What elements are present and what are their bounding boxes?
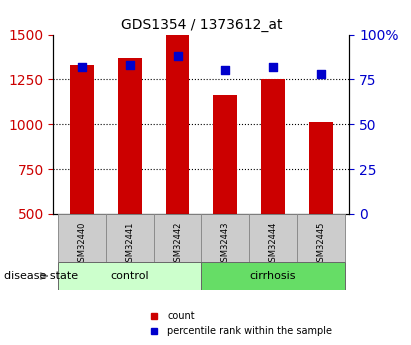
Bar	[309, 122, 332, 214]
FancyBboxPatch shape	[58, 262, 201, 290]
FancyBboxPatch shape	[58, 214, 106, 262]
Bar	[261, 169, 285, 304]
Text: cirrhosis: cirrhosis	[250, 271, 296, 281]
FancyBboxPatch shape	[249, 214, 297, 262]
Bar	[70, 155, 94, 304]
Bar	[213, 185, 237, 304]
Bar	[261, 79, 285, 214]
Point	[174, 53, 181, 59]
Bar	[118, 148, 142, 304]
Text: GSM32443: GSM32443	[221, 221, 230, 267]
FancyBboxPatch shape	[154, 214, 201, 262]
Legend: count, percentile rank within the sample: count, percentile rank within the sample	[141, 307, 336, 340]
Point	[79, 64, 85, 70]
Text: GSM32441: GSM32441	[125, 221, 134, 267]
Text: disease state: disease state	[4, 271, 78, 281]
FancyBboxPatch shape	[201, 214, 249, 262]
Text: GSM32445: GSM32445	[316, 221, 325, 267]
Point	[127, 62, 133, 68]
Text: control: control	[111, 271, 149, 281]
Text: GSM32442: GSM32442	[173, 221, 182, 267]
Bar	[213, 96, 237, 214]
Title: GDS1354 / 1373612_at: GDS1354 / 1373612_at	[121, 18, 282, 32]
Bar	[166, 56, 189, 304]
FancyBboxPatch shape	[297, 214, 344, 262]
Point	[222, 68, 229, 73]
Bar	[166, 0, 189, 214]
Text: GSM32440: GSM32440	[78, 221, 87, 267]
Point	[317, 71, 324, 77]
FancyBboxPatch shape	[106, 214, 154, 262]
Bar	[70, 65, 94, 214]
FancyBboxPatch shape	[201, 262, 344, 290]
Bar	[309, 212, 332, 304]
Bar	[118, 58, 142, 214]
Text: GSM32444: GSM32444	[268, 221, 277, 267]
Point	[270, 64, 276, 70]
